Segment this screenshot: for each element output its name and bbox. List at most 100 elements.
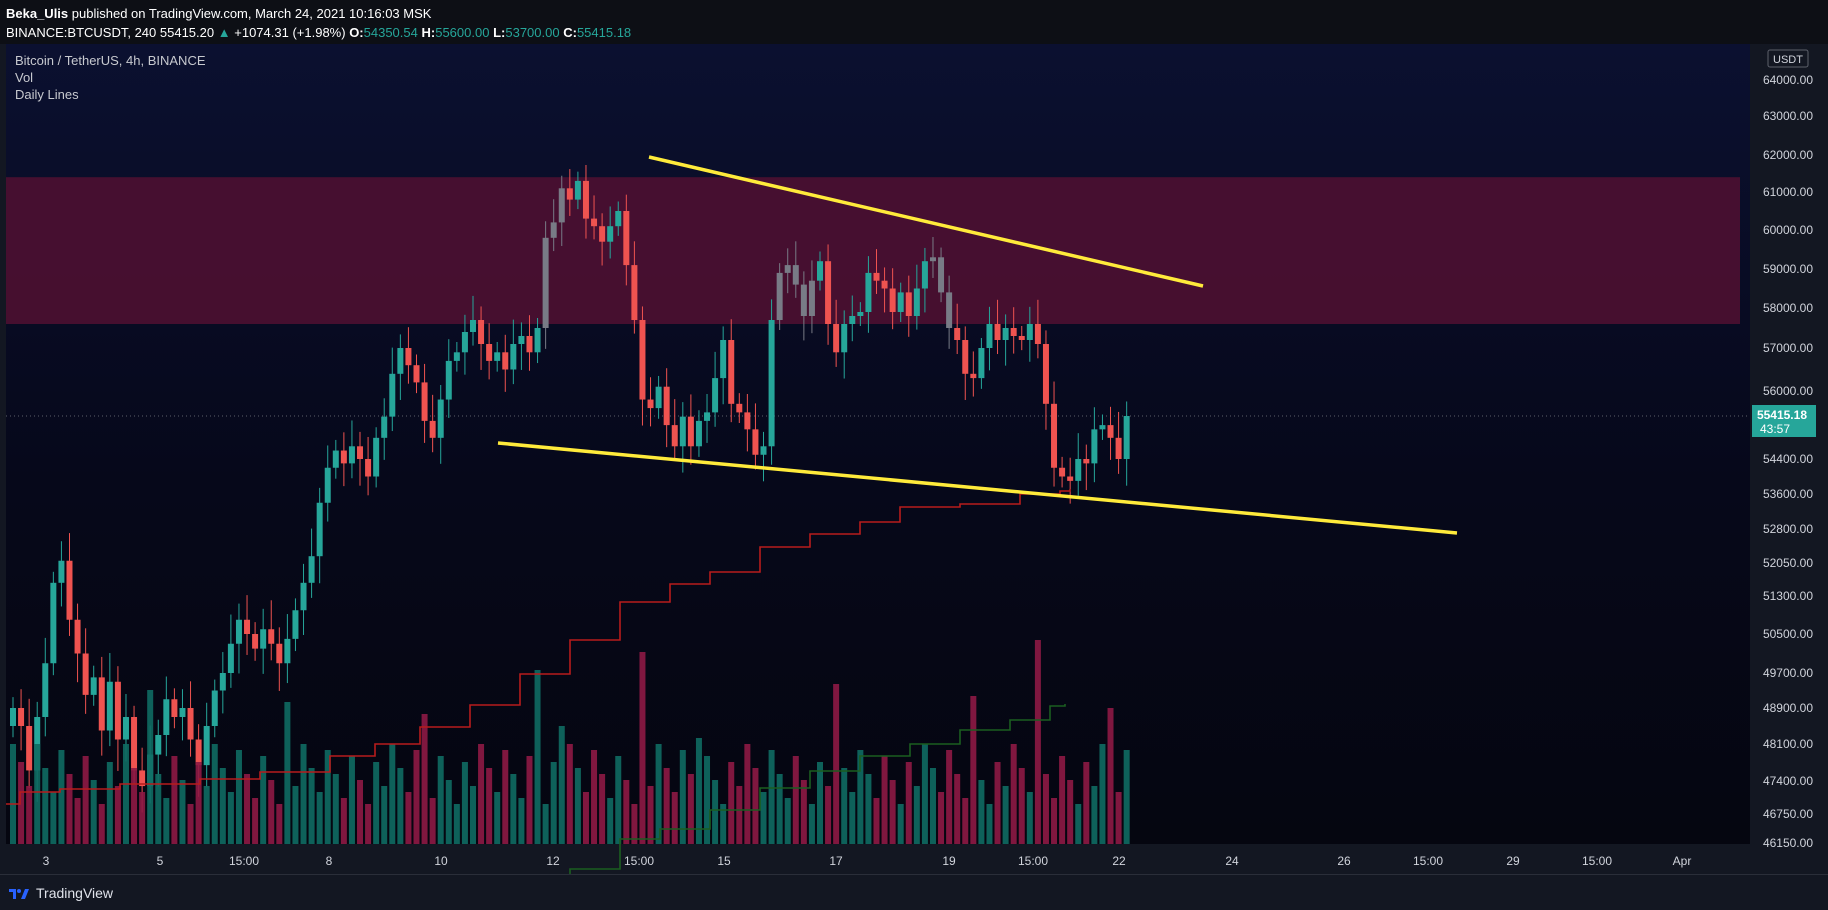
volume-bar: [655, 744, 662, 844]
candle-body: [114, 681, 121, 740]
candle-body: [1042, 344, 1049, 404]
candle-body: [655, 386, 662, 409]
candle-body: [954, 328, 961, 340]
volume-bar: [227, 792, 234, 844]
volume-bar: [1018, 768, 1025, 844]
high-label: H:: [421, 25, 436, 40]
publisher-name[interactable]: Beka_Ulis: [6, 6, 69, 21]
candle-body: [66, 560, 73, 620]
volume-bar: [219, 768, 226, 844]
volume-bar: [857, 750, 864, 844]
volume-bar: [10, 744, 16, 844]
volume-bar: [187, 804, 194, 844]
candle-body: [558, 188, 565, 223]
candle-body: [647, 399, 654, 409]
candle-body: [736, 403, 743, 413]
candle-body: [1091, 429, 1098, 464]
y-tick-label: 52050.00: [1763, 556, 1813, 570]
candle-body: [316, 502, 323, 557]
volume-bar: [373, 762, 380, 844]
candle-body: [663, 386, 670, 426]
resistance-zone: [6, 177, 1740, 324]
legend-indicator[interactable]: Daily Lines: [15, 87, 79, 102]
legend-vol[interactable]: Vol: [15, 70, 34, 85]
candle-body: [687, 416, 694, 447]
y-tick-label: 49700.00: [1763, 666, 1813, 680]
volume-bar: [211, 744, 218, 844]
candle-body: [1026, 324, 1033, 340]
volume-bar: [808, 804, 815, 844]
candle-body: [615, 211, 622, 227]
candle-body: [478, 320, 485, 344]
candle-body: [970, 373, 977, 379]
candle-body: [744, 412, 751, 430]
candle-body: [461, 332, 468, 353]
candle-body: [510, 344, 517, 370]
x-tick-label: 15:00: [1582, 854, 1612, 868]
time-axis-background: [0, 844, 1750, 874]
volume-bar: [889, 780, 896, 844]
candle-body: [276, 643, 283, 664]
y-tick-label: 60000.00: [1763, 223, 1813, 237]
candle-body: [227, 643, 234, 673]
volume-bar: [849, 792, 856, 844]
candle-body: [1067, 476, 1074, 481]
volume-bar: [582, 792, 589, 844]
volume-bar: [970, 696, 977, 844]
volume-bar: [865, 774, 872, 844]
volume-bar: [260, 756, 267, 844]
volume-bar: [1034, 640, 1041, 844]
x-tick-label: 19: [942, 854, 956, 868]
candle-body: [413, 365, 420, 383]
x-tick-label: 26: [1337, 854, 1351, 868]
footer-brand[interactable]: TradingView: [36, 884, 114, 901]
candle-body: [405, 348, 412, 366]
volume-bar: [365, 804, 372, 844]
volume-bar: [1026, 792, 1033, 844]
volume-bar: [954, 774, 961, 844]
candle-body: [365, 459, 372, 477]
currency-box: [1767, 49, 1809, 68]
last-price-label: 55415.18: [1757, 408, 1807, 422]
volume-bar: [486, 768, 493, 844]
volume-bar: [712, 780, 719, 844]
candle-body: [607, 226, 614, 242]
x-tick-label: 15:00: [624, 854, 654, 868]
candle-body: [728, 340, 735, 404]
volume-bar: [276, 804, 283, 844]
candle-body: [122, 717, 129, 740]
y-tick-label: 59000.00: [1763, 262, 1813, 276]
y-tick-label: 47400.00: [1763, 774, 1813, 788]
x-tick-label: 5: [157, 854, 164, 868]
candle-body: [817, 261, 823, 281]
volume-bar: [792, 756, 799, 844]
volume-bar: [695, 738, 702, 844]
candle-body: [1034, 324, 1041, 344]
candle-body: [921, 261, 928, 289]
legend-title[interactable]: Bitcoin / TetherUS, 4h, BINANCE: [15, 53, 206, 68]
candle-body: [340, 450, 347, 464]
volume-bar: [768, 750, 775, 844]
volume-bar: [18, 762, 25, 844]
candle-body: [962, 340, 969, 374]
tradingview-logo-icon[interactable]: [8, 886, 30, 900]
candle-body: [784, 265, 791, 273]
price-change: +1074.31 (+1.98%): [234, 25, 346, 40]
candle-body: [518, 336, 525, 344]
volume-bar: [98, 804, 105, 844]
chart-legend: Bitcoin / TetherUS, 4h, BINANCE Vol Dail…: [15, 52, 206, 103]
candle-body: [566, 188, 573, 200]
volume-bar: [599, 774, 606, 844]
volume-bar: [155, 774, 162, 844]
y-tick-label: 48100.00: [1763, 737, 1813, 751]
volume-bar: [833, 684, 840, 844]
y-tick-label: 53600.00: [1763, 487, 1813, 501]
candle-body: [106, 681, 113, 731]
chart-area[interactable]: 64000.00 63000.00 62000.00 61000.00 60000.00…: [0, 44, 1828, 874]
volume-bar: [510, 774, 517, 844]
volume-bar: [26, 786, 33, 844]
volume-bar: [179, 780, 186, 844]
volume-bar: [300, 744, 307, 844]
price-chart[interactable]: 64000.00 63000.00 62000.00 61000.00 60000.00…: [0, 44, 1828, 874]
volume-bar: [284, 702, 291, 844]
